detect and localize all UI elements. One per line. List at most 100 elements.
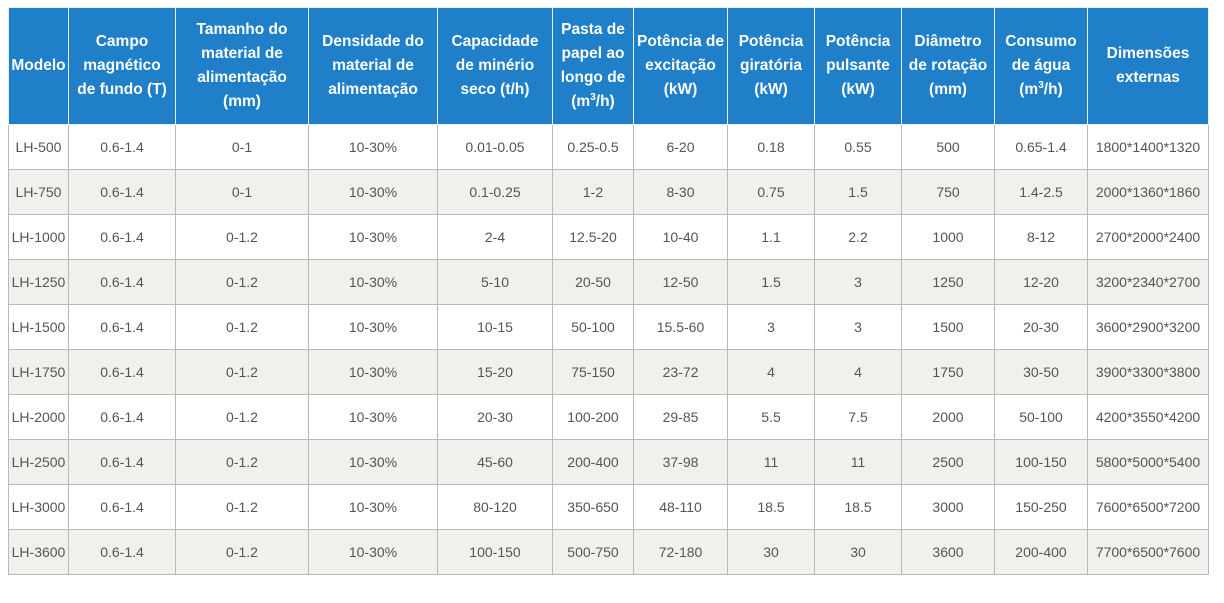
header-line: pulsante — [826, 57, 890, 74]
table-row: LH-2500 0.6-1.4 0-1.2 10-30% 45-60 200-400 37-… — [8, 439, 1209, 485]
table-row: LH-3600 0.6-1.4 0-1.2 10-30% 100-150 500-750 7… — [8, 529, 1209, 575]
cell-densidade-material: 10-30% — [308, 214, 438, 260]
cell-modelo: LH-3600 — [8, 529, 69, 575]
table-row: LH-1750 0.6-1.4 0-1.2 10-30% 15-20 75-150 23-7… — [8, 349, 1209, 395]
cell-potencia-giratoria: 1.5 — [727, 259, 815, 305]
header-line: de fundo (T) — [77, 81, 167, 98]
cell-dimensoes-externas: 2000*1360*1860 — [1087, 169, 1209, 215]
cell-potencia-giratoria: 3 — [727, 304, 815, 350]
cell-densidade-material: 10-30% — [308, 439, 438, 485]
cell-capacidade-minerio: 20-30 — [437, 394, 553, 440]
header-capacidade-minerio: Capacidade de minério seco (t/h) — [437, 7, 553, 125]
header-line: Dimensões — [1106, 45, 1190, 62]
table-row: LH-1500 0.6-1.4 0-1.2 10-30% 10-15 50-100 15.5… — [8, 304, 1209, 350]
cell-potencia-excitacao: 6-20 — [633, 124, 728, 170]
header-row: Modelo Campo magnético de fundo (T) Tamanho … — [8, 7, 1209, 125]
cell-potencia-pulsante: 4 — [814, 349, 902, 395]
header-modelo: Modelo — [8, 7, 69, 125]
header-line: Diâmetro — [914, 33, 982, 50]
header-line: de rotação — [908, 57, 988, 74]
header-line: excitação — [645, 57, 716, 74]
cell-dimensoes-externas: 3200*2340*2700 — [1087, 259, 1209, 305]
cell-diametro-rotacao: 1000 — [901, 214, 995, 260]
cell-diametro-rotacao: 500 — [901, 124, 995, 170]
cell-diametro-rotacao: 2500 — [901, 439, 995, 485]
header-line: externas — [1116, 69, 1180, 86]
cell-potencia-excitacao: 23-72 — [633, 349, 728, 395]
cell-capacidade-minerio: 100-150 — [437, 529, 553, 575]
cell-consumo-agua: 12-20 — [994, 259, 1088, 305]
cell-diametro-rotacao: 2000 — [901, 394, 995, 440]
header-potencia-giratoria: Potência giratória (kW) — [727, 7, 815, 125]
header-line: (mm) — [929, 81, 967, 98]
cell-potencia-pulsante: 18.5 — [814, 484, 902, 530]
cell-tamanho-material: 0-1 — [175, 169, 309, 215]
cell-dimensoes-externas: 2700*2000*2400 — [1087, 214, 1209, 260]
cell-potencia-pulsante: 11 — [814, 439, 902, 485]
cell-tamanho-material: 0-1 — [175, 124, 309, 170]
cell-potencia-giratoria: 18.5 — [727, 484, 815, 530]
cell-potencia-excitacao: 29-85 — [633, 394, 728, 440]
cell-potencia-giratoria: 0.18 — [727, 124, 815, 170]
cell-modelo: LH-2500 — [8, 439, 69, 485]
cell-dimensoes-externas: 3900*3300*3800 — [1087, 349, 1209, 395]
cell-consumo-agua: 0.65-1.4 — [994, 124, 1088, 170]
header-line: de água — [1011, 57, 1071, 74]
cell-potencia-pulsante: 2.2 — [814, 214, 902, 260]
cell-pasta-papel: 1-2 — [552, 169, 634, 215]
cell-consumo-agua: 20-30 — [994, 304, 1088, 350]
cell-consumo-agua: 50-100 — [994, 394, 1088, 440]
cell-consumo-agua: 100-150 — [994, 439, 1088, 485]
header-line: papel ao — [561, 45, 625, 62]
cell-potencia-giratoria: 11 — [727, 439, 815, 485]
header-line: (mm) — [223, 93, 261, 110]
cell-diametro-rotacao: 1250 — [901, 259, 995, 305]
cell-potencia-excitacao: 12-50 — [633, 259, 728, 305]
cell-potencia-pulsante: 0.55 — [814, 124, 902, 170]
cell-potencia-excitacao: 10-40 — [633, 214, 728, 260]
header-line: Potência de — [637, 33, 724, 50]
table-header: Modelo Campo magnético de fundo (T) Tamanho … — [8, 7, 1209, 125]
cell-potencia-pulsante: 7.5 — [814, 394, 902, 440]
cell-densidade-material: 10-30% — [308, 169, 438, 215]
header-line: Modelo — [11, 57, 66, 74]
cell-capacidade-minerio: 15-20 — [437, 349, 553, 395]
cell-pasta-papel: 12.5-20 — [552, 214, 634, 260]
header-line: Capacidade — [451, 33, 539, 50]
cell-dimensoes-externas: 5800*5000*5400 — [1087, 439, 1209, 485]
cell-potencia-giratoria: 5.5 — [727, 394, 815, 440]
header-line: Potência — [825, 33, 891, 50]
cell-diametro-rotacao: 1750 — [901, 349, 995, 395]
cell-pasta-papel: 500-750 — [552, 529, 634, 575]
cell-densidade-material: 10-30% — [308, 349, 438, 395]
table-row: LH-1000 0.6-1.4 0-1.2 10-30% 2-4 12.5-20 10-40… — [8, 214, 1209, 260]
cell-potencia-pulsante: 3 — [814, 304, 902, 350]
header-line: Potência — [738, 33, 804, 50]
cell-dimensoes-externas: 3600*2900*3200 — [1087, 304, 1209, 350]
header-line: Tamanho do — [196, 21, 288, 38]
cell-campo-magnetico: 0.6-1.4 — [68, 214, 176, 260]
cell-consumo-agua: 8-12 — [994, 214, 1088, 260]
cell-modelo: LH-1000 — [8, 214, 69, 260]
cell-consumo-agua: 200-400 — [994, 529, 1088, 575]
cell-potencia-pulsante: 30 — [814, 529, 902, 575]
cell-potencia-giratoria: 4 — [727, 349, 815, 395]
cell-modelo: LH-1500 — [8, 304, 69, 350]
cell-tamanho-material: 0-1.2 — [175, 484, 309, 530]
header-line: longo de — [560, 69, 626, 86]
cell-modelo: LH-750 — [8, 169, 69, 215]
cell-capacidade-minerio: 10-15 — [437, 304, 553, 350]
table-row: LH-3000 0.6-1.4 0-1.2 10-30% 80-120 350-650 48… — [8, 484, 1209, 530]
cell-pasta-papel: 0.25-0.5 — [552, 124, 634, 170]
cell-diametro-rotacao: 3600 — [901, 529, 995, 575]
header-line: Campo — [95, 33, 149, 50]
table-row: LH-750 0.6-1.4 0-1 10-30% 0.1-0.25 1-2 8-30 0.7… — [8, 169, 1209, 215]
spec-table: Modelo Campo magnético de fundo (T) Tamanho … — [8, 7, 1209, 575]
cell-modelo: LH-1250 — [8, 259, 69, 305]
cell-densidade-material: 10-30% — [308, 124, 438, 170]
cell-campo-magnetico: 0.6-1.4 — [68, 484, 176, 530]
cell-potencia-pulsante: 1.5 — [814, 169, 902, 215]
header-line: material de — [201, 45, 283, 62]
cell-potencia-pulsante: 3 — [814, 259, 902, 305]
cell-campo-magnetico: 0.6-1.4 — [68, 349, 176, 395]
